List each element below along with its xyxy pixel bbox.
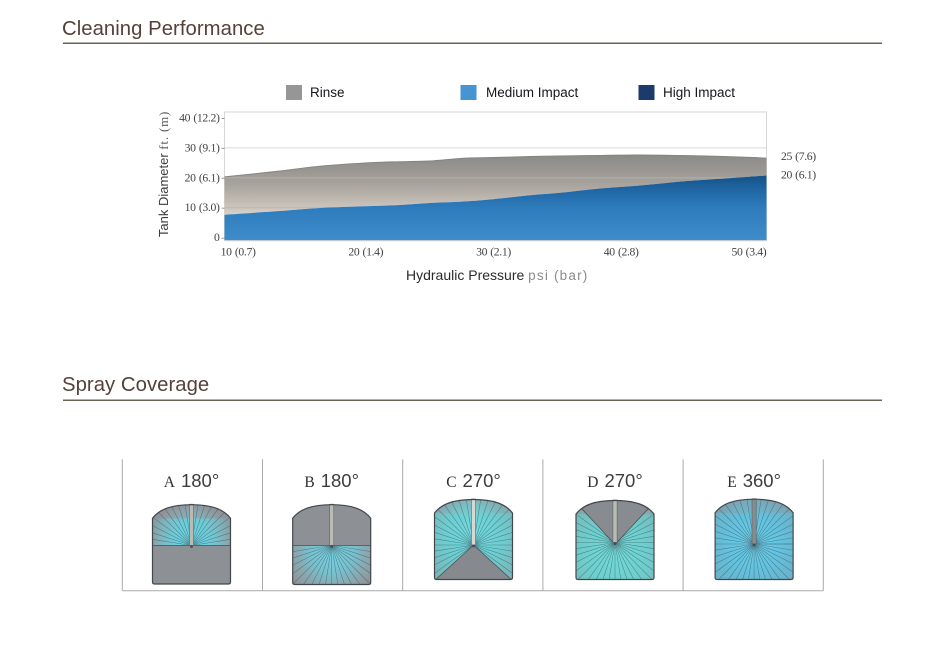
svg-text:30 (9.1): 30 (9.1) bbox=[185, 141, 220, 154]
svg-text:Tank Diameter ft. (m): Tank Diameter ft. (m) bbox=[156, 111, 171, 237]
svg-text:40 (2.8): 40 (2.8) bbox=[604, 246, 639, 259]
svg-text:Spray Coverage: Spray Coverage bbox=[62, 374, 209, 396]
svg-text:30 (2.1): 30 (2.1) bbox=[476, 246, 511, 259]
svg-text:20 (6.1): 20 (6.1) bbox=[781, 168, 816, 181]
svg-text:High Impact: High Impact bbox=[663, 85, 735, 100]
svg-text:Rinse: Rinse bbox=[310, 85, 345, 100]
svg-text:10 (0.7): 10 (0.7) bbox=[221, 246, 256, 259]
svg-text:20 (6.1): 20 (6.1) bbox=[185, 171, 220, 184]
svg-text:25 (7.6): 25 (7.6) bbox=[781, 150, 816, 163]
svg-text:10 (3.0): 10 (3.0) bbox=[185, 201, 220, 214]
svg-text:Hydraulic Pressure psi (bar): Hydraulic Pressure psi (bar) bbox=[406, 267, 588, 283]
svg-text:40 (12.2): 40 (12.2) bbox=[179, 112, 220, 125]
svg-text:0: 0 bbox=[214, 231, 220, 244]
svg-text:20 (1.4): 20 (1.4) bbox=[348, 246, 383, 259]
svg-text:Cleaning Performance: Cleaning Performance bbox=[62, 18, 265, 40]
svg-text:50 (3.4): 50 (3.4) bbox=[731, 246, 766, 259]
svg-text:Medium Impact: Medium Impact bbox=[486, 85, 579, 100]
